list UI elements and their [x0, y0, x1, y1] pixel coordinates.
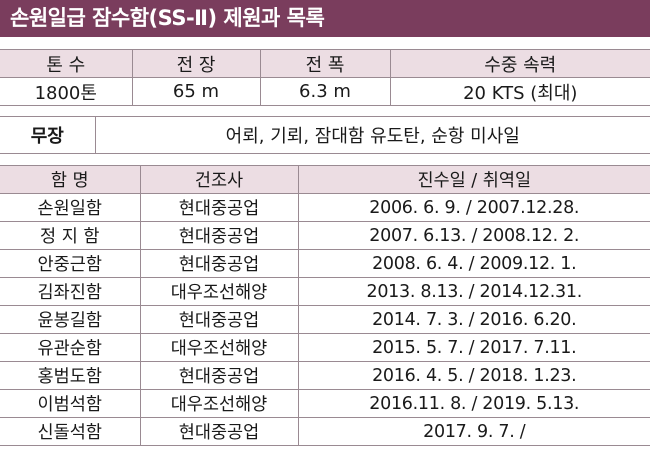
armament-label: 무장	[0, 116, 96, 154]
ship-name: 윤봉길함	[0, 305, 141, 334]
table-row: 신돌석함 현대중공업 2017. 9. 7. /	[0, 417, 650, 446]
spec-header-length: 전 장	[131, 49, 261, 78]
ship-builder: 현대중공업	[139, 417, 299, 446]
ship-builder: 현대중공업	[139, 361, 299, 390]
spec-header-row: 톤 수 전 장 전 폭 수중 속력	[0, 49, 650, 78]
ship-dates: 2017. 9. 7. /	[297, 417, 650, 446]
ship-name: 손원일함	[0, 193, 141, 222]
table-row: 김좌진함 대우조선해양 2013. 8.13. / 2014.12.31.	[0, 277, 650, 306]
ship-builder: 현대중공업	[139, 249, 299, 278]
ship-name: 김좌진함	[0, 277, 141, 306]
ship-builder: 현대중공업	[139, 193, 299, 222]
ship-builder: 현대중공업	[139, 221, 299, 250]
spec-value-beam: 6.3 m	[259, 77, 391, 106]
ship-dates: 2008. 6. 4. / 2009.12. 1.	[297, 249, 650, 278]
ship-dates: 2016.11. 8. / 2019. 5.13.	[297, 389, 650, 418]
spec-value-tonnage: 1800톤	[0, 77, 133, 106]
ship-name: 안중근함	[0, 249, 141, 278]
table-row: 정 지 함 현대중공업 2007. 6.13. / 2008.12. 2.	[0, 221, 650, 250]
table-row: 윤봉길함 현대중공업 2014. 7. 3. / 2016. 6.20.	[0, 305, 650, 334]
ship-builder: 대우조선해양	[139, 277, 299, 306]
armament-table: 무장 어뢰, 기뢰, 잠대함 유도탄, 순항 미사일	[0, 116, 650, 154]
ship-name: 이범석함	[0, 389, 141, 418]
ship-header-dates: 진수일 / 취역일	[297, 165, 650, 194]
spec-value-speed: 20 KTS (최대)	[389, 77, 650, 106]
ship-dates: 2013. 8.13. / 2014.12.31.	[297, 277, 650, 306]
ship-name: 신돌석함	[0, 417, 141, 446]
spec-header-tonnage: 톤 수	[0, 49, 133, 78]
ship-dates: 2016. 4. 5. / 2018. 1.23.	[297, 361, 650, 390]
ship-name: 홍범도함	[0, 361, 141, 390]
page-title: 손원일급 잠수함(SS-Ⅱ) 제원과 목록	[0, 0, 650, 37]
ship-builder: 대우조선해양	[139, 389, 299, 418]
table-row: 홍범도함 현대중공업 2016. 4. 5. / 2018. 1.23.	[0, 361, 650, 390]
ship-list-table: 함 명 건조사 진수일 / 취역일 손원일함 현대중공업 2006. 6. 9.…	[0, 165, 650, 446]
ship-dates: 2015. 5. 7. / 2017. 7.11.	[297, 333, 650, 362]
table-row: 안중근함 현대중공업 2008. 6. 4. / 2009.12. 1.	[0, 249, 650, 278]
table-row: 유관순함 대우조선해양 2015. 5. 7. / 2017. 7.11.	[0, 333, 650, 362]
spec-header-beam: 전 폭	[259, 49, 391, 78]
ship-name: 정 지 함	[0, 221, 141, 250]
ship-header-row: 함 명 건조사 진수일 / 취역일	[0, 165, 650, 194]
table-row: 손원일함 현대중공업 2006. 6. 9. / 2007.12.28.	[0, 193, 650, 222]
spec-table: 톤 수 전 장 전 폭 수중 속력 1800톤 65 m 6.3 m 20 KT…	[0, 49, 650, 106]
ship-dates: 2014. 7. 3. / 2016. 6.20.	[297, 305, 650, 334]
spec-header-speed: 수중 속력	[389, 49, 650, 78]
ship-dates: 2006. 6. 9. / 2007.12.28.	[297, 193, 650, 222]
ship-name: 유관순함	[0, 333, 141, 362]
ship-header-builder: 건조사	[139, 165, 299, 194]
ship-header-name: 함 명	[0, 165, 141, 194]
ship-dates: 2007. 6.13. / 2008.12. 2.	[297, 221, 650, 250]
ship-builder: 대우조선해양	[139, 333, 299, 362]
ship-builder: 현대중공업	[139, 305, 299, 334]
armament-value: 어뢰, 기뢰, 잠대함 유도탄, 순항 미사일	[94, 116, 650, 154]
armament-row: 무장 어뢰, 기뢰, 잠대함 유도탄, 순항 미사일	[0, 116, 650, 154]
spec-value-row: 1800톤 65 m 6.3 m 20 KTS (최대)	[0, 77, 650, 106]
table-row: 이범석함 대우조선해양 2016.11. 8. / 2019. 5.13.	[0, 389, 650, 418]
spec-value-length: 65 m	[131, 77, 261, 106]
